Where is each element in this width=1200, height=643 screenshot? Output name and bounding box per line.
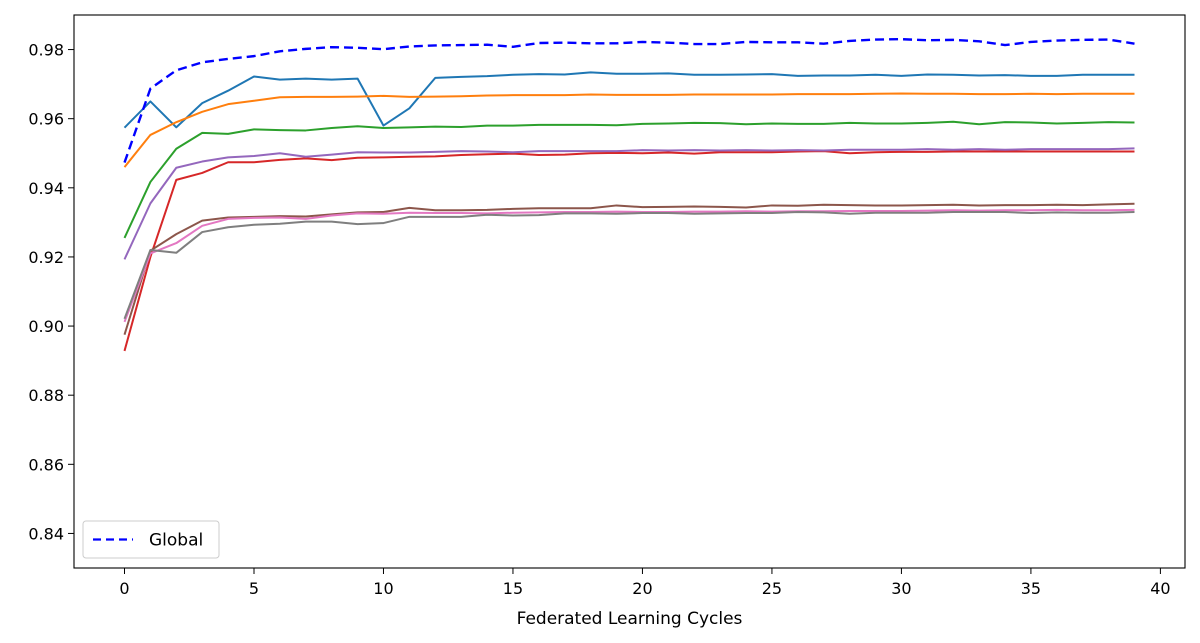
x-tick-label: 25 [762,579,782,598]
y-tick-label: 0.98 [28,41,64,60]
series-lines [123,37,1135,352]
legend: Global [82,520,220,559]
y-tick-label: 0.92 [28,248,64,267]
series-line-3 [123,120,1135,239]
x-axis: 0 5 10 15 20 25 30 35 40 [119,568,1171,598]
y-tick-label: 0.90 [28,317,64,336]
y-tick-label: 0.86 [28,455,64,474]
plot-frame [73,14,1186,569]
y-tick-label: 0.96 [28,110,64,129]
x-tick-label: 10 [373,579,393,598]
y-tick-label: 0.88 [28,386,64,405]
x-tick-label: 30 [891,579,911,598]
y-tick-label: 0.84 [28,524,64,543]
series-line-7 [123,208,1135,323]
x-tick-label: 35 [1021,579,1041,598]
series-line-8 [123,211,1135,320]
y-tick-label: 0.94 [28,179,64,198]
y-axis: 0.84 0.86 0.88 0.90 0.92 0.94 0.96 0.98 [28,41,74,543]
legend-global-label: Global [149,531,203,551]
series-line-global [123,37,1135,163]
series-line-1 [123,71,1135,129]
x-tick-label: 0 [119,579,129,598]
x-tick-label: 15 [503,579,523,598]
x-tick-label: 5 [249,579,259,598]
x-axis-title: Federated Learning Cycles [517,609,743,629]
legend-box [82,520,220,559]
series-line-6 [123,202,1135,335]
series-line-4 [123,150,1135,352]
x-tick-label: 20 [632,579,652,598]
x-tick-label: 40 [1150,579,1170,598]
series-line-2 [123,92,1135,168]
series-line-5 [123,147,1135,260]
